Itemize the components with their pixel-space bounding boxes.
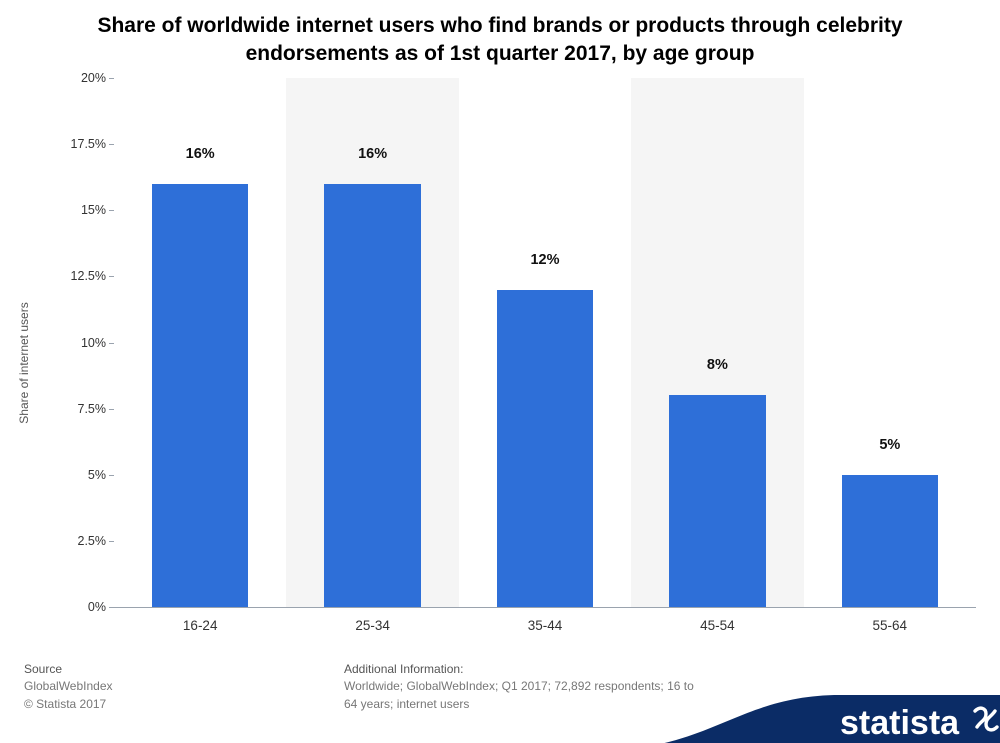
bar [842,475,939,607]
source-line: GlobalWebIndex [24,678,324,695]
y-tick-mark [109,210,114,211]
y-tick-mark [109,475,114,476]
y-tick-mark [109,78,114,79]
x-category-label: 55-64 [873,618,908,633]
x-category-label: 25-34 [355,618,390,633]
y-tick-mark [109,541,114,542]
y-tick-label: 10% [81,336,106,350]
y-tick-label: 17.5% [71,137,106,151]
bar [669,395,766,607]
chart-title: Share of worldwide internet users who fi… [0,0,1000,69]
y-tick-mark [109,343,114,344]
statista-logo: statista [670,663,1000,743]
y-axis-label: Share of internet users [17,302,31,423]
plot-area: 0%2.5%5%7.5%10%12.5%15%17.5%20%16%16-241… [114,78,976,608]
bar-value-label: 16% [358,146,387,162]
chart-area: Share of internet users 0%2.5%5%7.5%10%1… [40,78,980,648]
y-tick-label: 5% [88,468,106,482]
copyright-line: © Statista 2017 [24,696,324,713]
y-tick-mark [109,276,114,277]
bar [324,184,421,607]
y-tick-label: 15% [81,203,106,217]
bar-value-label: 12% [530,252,559,268]
bar-value-label: 16% [186,146,215,162]
y-tick-label: 0% [88,600,106,614]
x-category-label: 45-54 [700,618,735,633]
bar-value-label: 5% [879,437,900,453]
bar [497,290,594,607]
bar-value-label: 8% [707,357,728,373]
logo-text: statista [840,704,960,742]
y-tick-label: 7.5% [78,402,107,416]
y-tick-mark [109,607,114,608]
y-tick-label: 2.5% [78,534,107,548]
source-block: Source GlobalWebIndex © Statista 2017 [24,661,324,713]
bar [152,184,249,607]
y-tick-label: 20% [81,71,106,85]
y-tick-mark [109,409,114,410]
y-tick-label: 12.5% [71,269,106,283]
y-tick-mark [109,144,114,145]
x-category-label: 16-24 [183,618,218,633]
x-category-label: 35-44 [528,618,563,633]
source-heading: Source [24,661,324,678]
